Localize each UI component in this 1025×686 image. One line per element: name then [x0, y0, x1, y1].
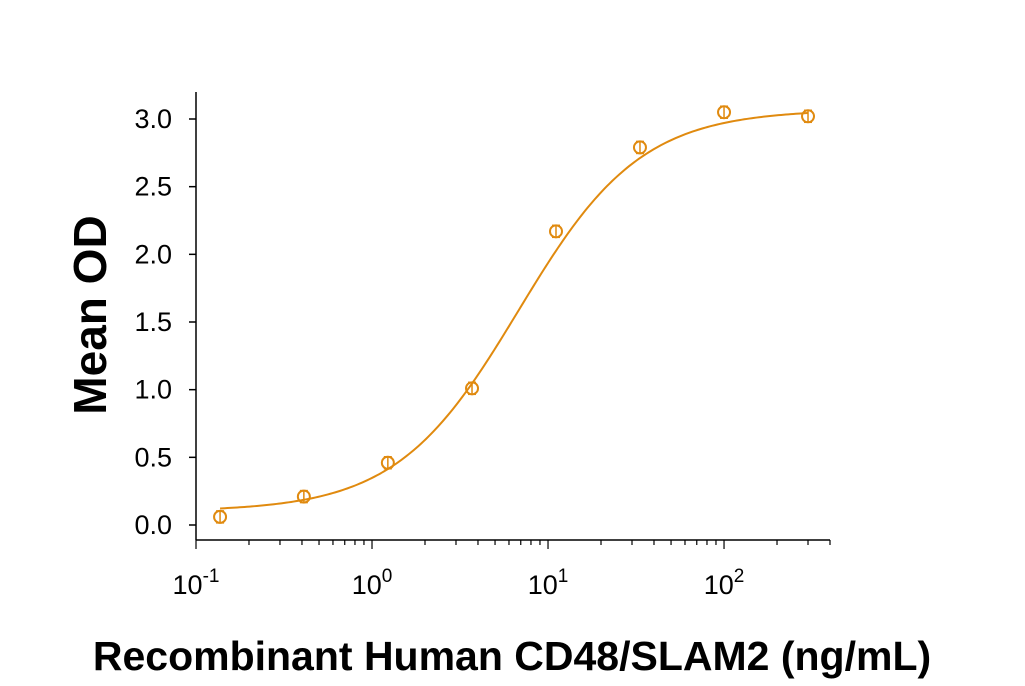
data-point [548, 224, 563, 239]
axes [195, 92, 830, 541]
x-tick-label: 100 [352, 566, 393, 600]
y-tick-label: 0.5 [134, 442, 172, 472]
y-tick-label: 1.5 [134, 307, 172, 337]
x-tick-label: 101 [528, 566, 569, 600]
data-point [801, 109, 816, 124]
x-tick-label: 10-1 [173, 566, 220, 600]
data-point [717, 105, 732, 120]
y-tick-label: 2.0 [134, 239, 172, 269]
y-tick-labels: 0.0 0.5 1.0 1.5 2.0 2.5 3.0 [134, 104, 172, 540]
fit-curve [220, 112, 809, 510]
y-tick-label: 0.0 [134, 510, 172, 540]
x-tick-label: 102 [704, 566, 745, 600]
data-point [632, 140, 647, 155]
y-tick-label: 3.0 [134, 104, 172, 134]
tick-marks [189, 118, 831, 549]
data-point [296, 489, 311, 504]
x-tick-labels: 10-1 100 101 102 [173, 566, 745, 600]
data-point [213, 509, 228, 524]
data-points [213, 105, 816, 524]
data-point [465, 381, 480, 396]
y-tick-label: 1.0 [134, 375, 172, 405]
x-axis-label: Recombinant Human CD48/SLAM2 (ng/mL) [93, 633, 931, 679]
y-axis-label: Mean OD [64, 215, 116, 414]
y-tick-label: 2.5 [134, 172, 172, 202]
data-point [380, 455, 395, 470]
